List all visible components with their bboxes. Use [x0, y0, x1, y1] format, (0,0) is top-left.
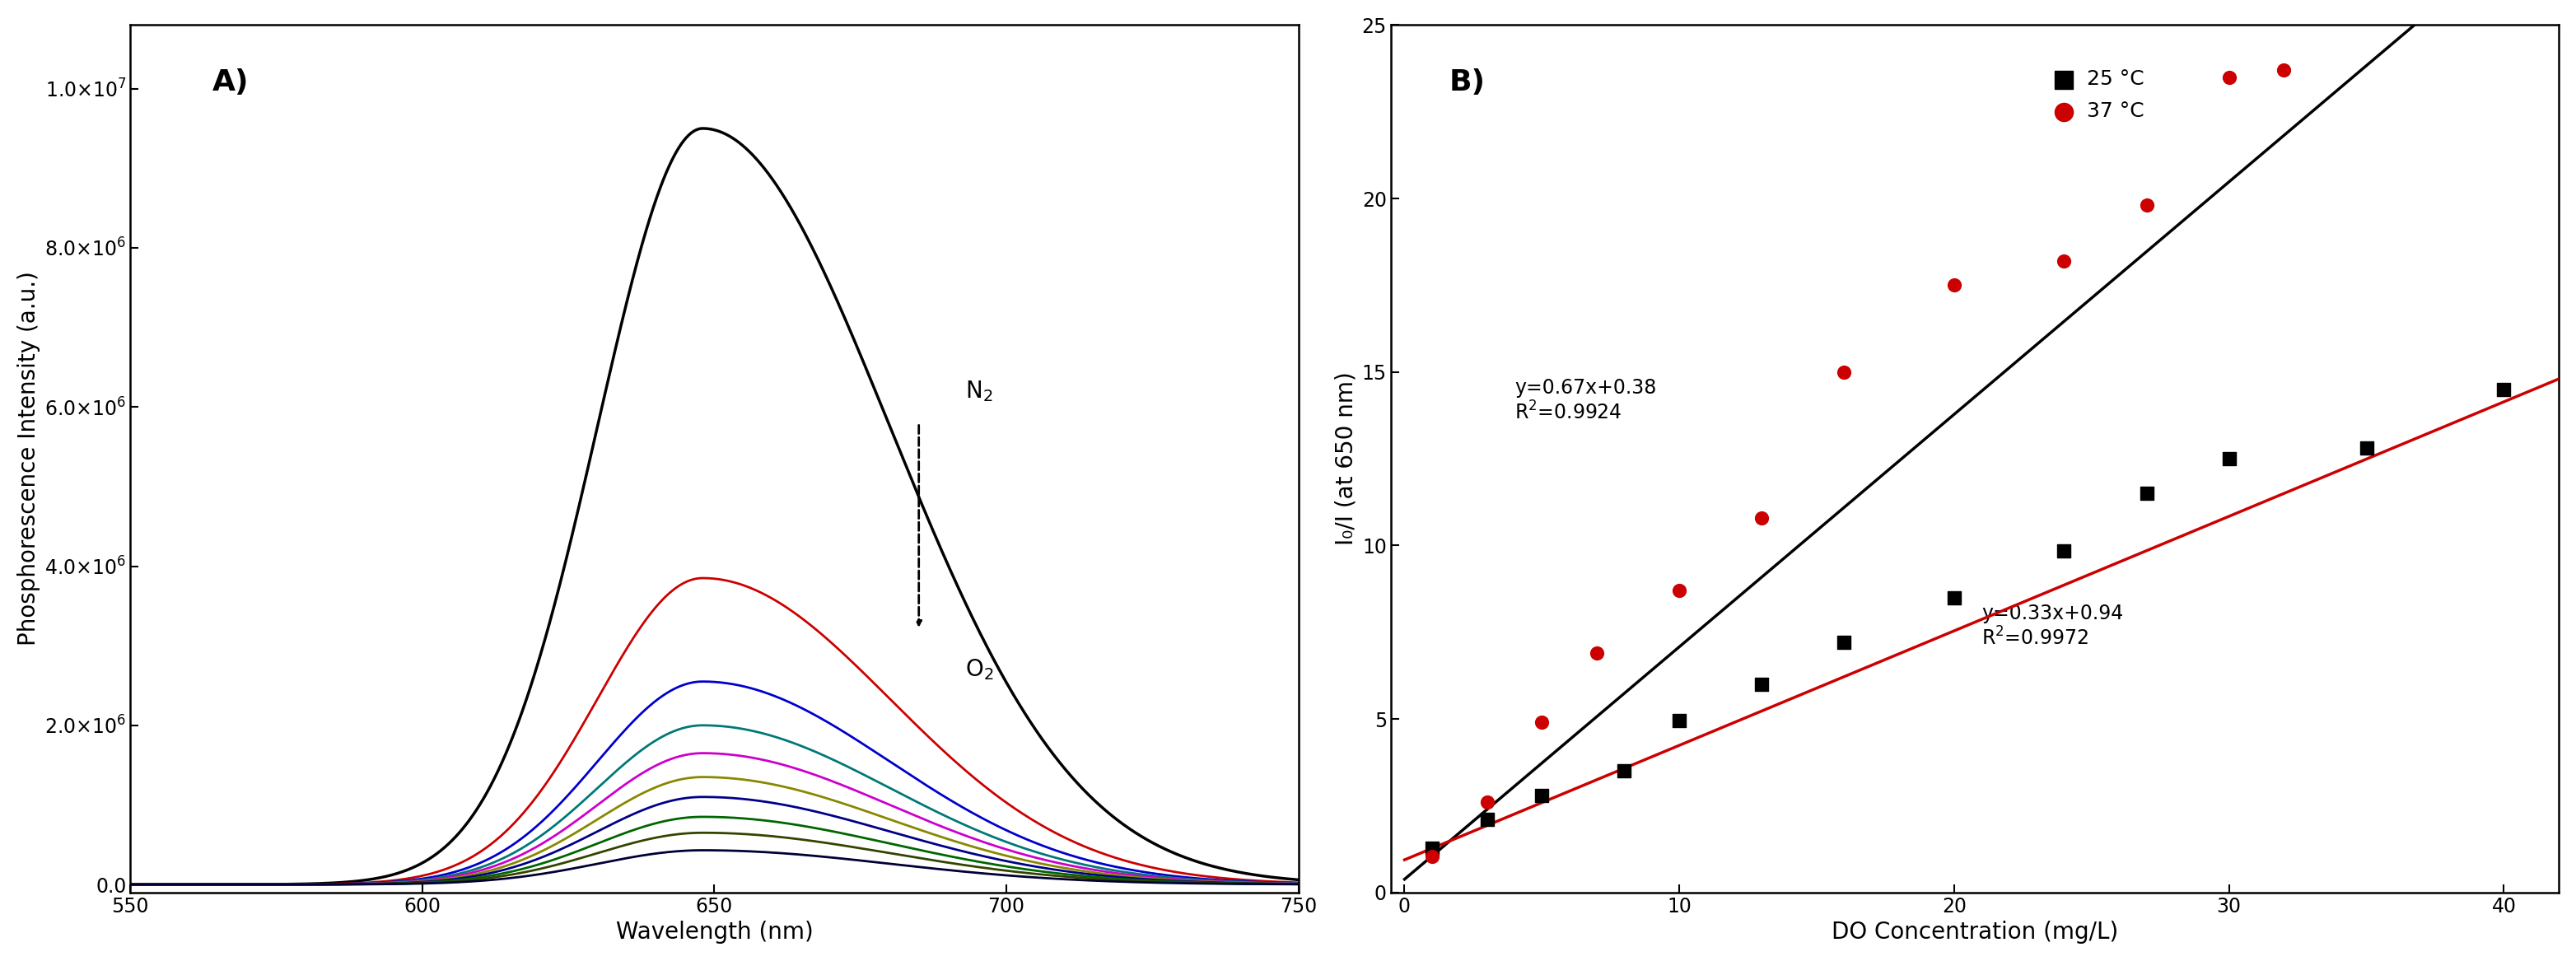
25 °C	[2208, 451, 2249, 466]
37 °C	[1412, 849, 1453, 864]
Text: B): B)	[1450, 68, 1486, 96]
37 °C	[1577, 646, 1618, 661]
37 °C	[1659, 583, 1700, 599]
25 °C	[2125, 485, 2166, 501]
25 °C	[2483, 382, 2524, 397]
Text: N$_2$: N$_2$	[966, 379, 994, 404]
37 °C	[2264, 62, 2306, 78]
25 °C	[2347, 440, 2388, 456]
37 °C	[2043, 254, 2084, 269]
37 °C	[2125, 198, 2166, 213]
25 °C	[1824, 635, 1865, 651]
Text: y=0.33x+0.94
R$^2$=0.9972: y=0.33x+0.94 R$^2$=0.9972	[1981, 604, 2123, 650]
25 °C	[2043, 543, 2084, 558]
X-axis label: Wavelength (nm): Wavelength (nm)	[616, 921, 814, 944]
37 °C	[2208, 69, 2249, 85]
Text: y=0.67x+0.38
R$^2$=0.9924: y=0.67x+0.38 R$^2$=0.9924	[1515, 379, 1656, 424]
Y-axis label: Phosphorescence Intensity (a.u.): Phosphorescence Intensity (a.u.)	[18, 271, 41, 646]
25 °C	[1412, 841, 1453, 856]
25 °C	[1659, 713, 1700, 728]
25 °C	[1605, 763, 1646, 778]
Text: A): A)	[211, 68, 250, 96]
37 °C	[1522, 715, 1564, 730]
37 °C	[1466, 795, 1507, 810]
37 °C	[1741, 510, 1783, 526]
25 °C	[1466, 812, 1507, 827]
Y-axis label: I₀/I (at 650 nm): I₀/I (at 650 nm)	[1334, 372, 1358, 546]
25 °C	[1522, 788, 1564, 803]
37 °C	[1935, 278, 1976, 293]
Legend: 25 °C, 37 °C: 25 °C, 37 °C	[2043, 62, 2154, 130]
Text: O$_2$: O$_2$	[966, 657, 994, 682]
X-axis label: DO Concentration (mg/L): DO Concentration (mg/L)	[1832, 921, 2117, 944]
25 °C	[1741, 677, 1783, 692]
37 °C	[1824, 364, 1865, 380]
25 °C	[1935, 590, 1976, 605]
